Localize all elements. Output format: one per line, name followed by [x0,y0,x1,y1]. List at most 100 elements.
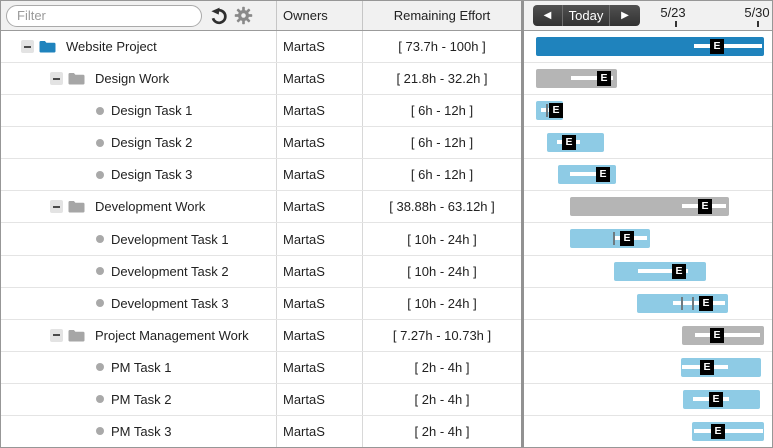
estimation-marker[interactable]: E [562,135,576,151]
estimation-range-line [694,428,763,433]
refresh-icon[interactable] [209,6,229,26]
task-row[interactable]: Design Task 2 MartaS [ 6h - 12h ] [1,127,521,160]
task-name-label: Design Task 2 [111,135,193,151]
nav-today-button[interactable]: Today [562,5,610,26]
task-bullet-icon [96,106,104,115]
task-row[interactable]: Development Work MartaS [ 38.88h - 63.12… [1,191,521,224]
task-name-label: Design Task 1 [111,103,193,119]
task-row[interactable]: Development Task 1 MartaS [ 10h - 24h ] [1,223,521,256]
estimation-range-line [694,44,762,48]
remaining-effort-cell: [ 10h - 24h ] [407,295,477,311]
grid-body: Website Project MartaS [ 73.7h - 100h ] … [1,31,521,447]
task-name-cell: Development Task 1 [1,223,277,255]
gantt-bar[interactable] [536,37,764,56]
estimation-marker[interactable]: E [698,199,712,215]
gantt-row: E [524,320,772,352]
task-name-label: Website Project [66,39,157,55]
gantt-row: E [524,223,772,256]
remaining-effort-cell: [ 38.88h - 63.12h ] [389,199,495,215]
task-name-label: Design Task 3 [111,167,193,183]
date-tick [757,21,759,27]
task-name-label: Project Management Work [95,327,249,343]
collapse-toggle[interactable] [50,328,63,342]
minus-icon [53,205,60,208]
gantt-row: E [524,384,772,416]
task-name-cell: Design Task 3 [1,159,277,191]
gear-icon[interactable] [234,6,253,25]
task-bullet-icon [96,235,104,243]
estimation-marker[interactable]: E [709,391,723,407]
estimation-marker[interactable]: E [672,263,686,279]
owner-cell: MartaS [277,383,363,415]
gantt-row: E [524,63,772,96]
estimation-marker[interactable]: E [596,167,610,183]
gantt-bar[interactable] [570,197,729,217]
remaining-effort-cell: [ 2h - 4h ] [414,423,470,439]
collapse-toggle[interactable] [50,72,63,86]
date-label: 5/23 [660,5,686,20]
remaining-effort-cell: [ 2h - 4h ] [414,359,470,375]
estimation-marker[interactable]: E [549,103,563,119]
bar-split-tick [546,104,548,118]
task-row[interactable]: Project Management Work MartaS [ 7.27h -… [1,319,521,352]
estimation-marker[interactable]: E [700,359,714,375]
filter-input[interactable] [6,4,202,27]
remaining-effort-cell: [ 2h - 4h ] [414,391,470,407]
grid-chart-splitter[interactable] [521,1,524,447]
task-bullet-icon [96,299,104,308]
column-header-remaining-effort[interactable]: Remaining Effort [393,8,491,23]
owner-cell: MartaS [277,95,363,127]
remaining-effort-cell: [ 21.8h - 32.2h ] [396,71,488,87]
collapse-toggle[interactable] [21,40,34,54]
owner-cell: MartaS [277,287,363,319]
task-row[interactable]: Design Task 3 MartaS [ 6h - 12h ] [1,159,521,192]
task-row[interactable]: PM Task 1 MartaS [ 2h - 4h ] [1,351,521,384]
gantt-row: E [524,31,772,64]
minus-icon [53,334,60,337]
date-label: 5/30 [744,5,770,20]
owner-cell: MartaS [277,127,363,159]
task-bullet-icon [96,427,104,436]
timeline-chart: ◀ Today ▶ 5/23 5/30 E E E E E E [524,1,772,447]
collapse-toggle[interactable] [50,200,63,214]
estimation-marker[interactable]: E [711,423,725,439]
nav-prev-button[interactable]: ◀ [543,10,552,21]
gantt-row: E [524,191,772,224]
gantt-row: E [524,159,772,192]
owner-cell: MartaS [277,351,363,383]
estimation-range-line [695,332,760,337]
task-row[interactable]: Development Task 3 MartaS [ 10h - 24h ] [1,287,521,320]
estimation-range-line [638,268,688,273]
estimation-range-line [541,108,555,113]
task-row[interactable]: Design Task 1 MartaS [ 6h - 12h ] [1,95,521,128]
nav-next-button[interactable]: ▶ [621,10,629,21]
minus-icon [24,45,31,48]
task-name-label: PM Task 2 [111,391,172,407]
bar-split-tick [681,296,683,310]
estimation-marker[interactable]: E [710,39,724,54]
column-header-owners[interactable]: Owners [277,1,363,30]
task-row[interactable]: PM Task 3 MartaS [ 2h - 4h ] [1,415,521,447]
estimation-range-line [570,172,596,177]
task-row[interactable]: PM Task 2 MartaS [ 2h - 4h ] [1,383,521,416]
task-bullet-icon [96,395,104,404]
task-row[interactable]: Development Task 2 MartaS [ 10h - 24h ] [1,255,521,288]
gantt-row: E [524,288,772,320]
estimation-marker[interactable]: E [597,71,611,87]
remaining-effort-cell: [ 6h - 12h ] [410,167,474,183]
remaining-effort-cell: [ 10h - 24h ] [407,263,477,279]
task-name-label: Design Work [95,71,170,87]
task-row[interactable]: Design Work MartaS [ 21.8h - 32.2h ] [1,63,521,96]
folder-icon [39,40,56,53]
gantt-row: E [524,95,772,128]
task-name-cell: PM Task 1 [1,351,277,383]
estimation-range-line [571,76,613,81]
gantt-row: E [524,352,772,384]
estimation-marker[interactable]: E [699,295,713,311]
estimation-marker[interactable]: E [710,327,724,343]
task-name-cell: Development Task 3 [1,287,277,319]
task-row[interactable]: Website Project MartaS [ 73.7h - 100h ] [1,31,521,64]
bar-split-tick [613,232,615,246]
task-name-label: Development Task 2 [111,263,229,279]
estimation-marker[interactable]: E [620,231,634,247]
